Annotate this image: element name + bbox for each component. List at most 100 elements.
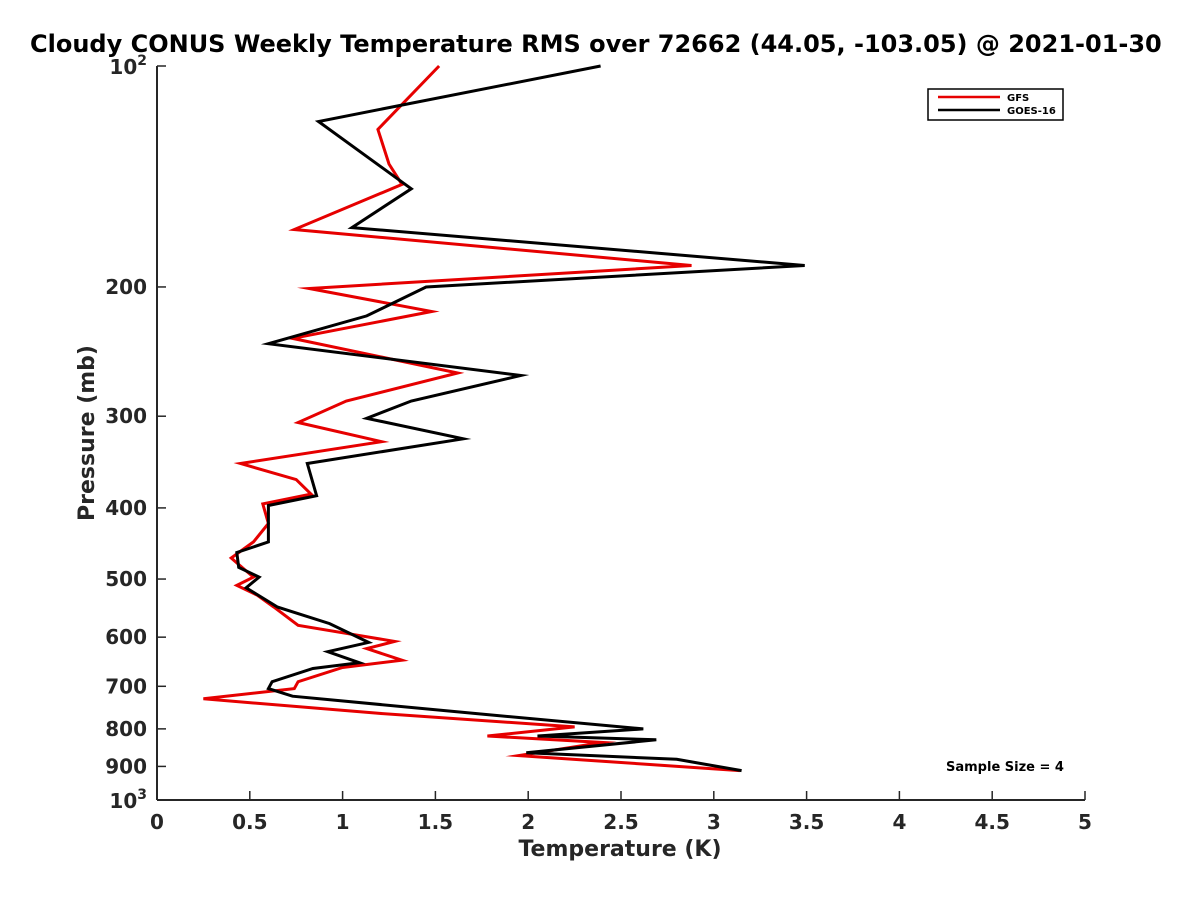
sample-size-annotation: Sample Size = 4	[946, 760, 1064, 775]
y-tick-label: 700	[105, 674, 147, 698]
data-point-goes-16	[367, 641, 370, 644]
data-point-gfs	[438, 65, 441, 68]
data-point-goes-16	[525, 751, 528, 754]
data-point-goes-16	[425, 285, 428, 288]
data-point-goes-16	[655, 738, 658, 741]
data-point-gfs	[345, 399, 348, 402]
legend-box	[927, 88, 1064, 121]
x-tick-label: 0.5	[232, 810, 267, 834]
data-point-gfs	[430, 310, 433, 313]
data-point-goes-16	[276, 606, 279, 609]
legend: GFS GOES-16	[927, 88, 1064, 121]
data-point-gfs	[393, 640, 396, 643]
data-point-goes-16	[267, 522, 270, 525]
data-point-goes-16	[477, 712, 480, 715]
data-point-goes-16	[267, 687, 270, 690]
data-point-goes-16	[271, 680, 274, 683]
data-point-goes-16	[317, 120, 320, 123]
data-point-gfs	[308, 287, 311, 290]
data-point-gfs	[202, 697, 205, 700]
data-point-goes-16	[267, 540, 270, 543]
data-point-gfs	[295, 478, 298, 481]
legend-label-goes16: GOES-16	[1007, 106, 1056, 117]
y-tick-label: 102	[109, 53, 147, 79]
x-tick-label: 0	[150, 810, 164, 834]
data-point-goes-16	[536, 734, 539, 737]
series-line-gfs	[203, 64, 740, 773]
data-point-goes-16	[326, 650, 329, 653]
y-tick-label: 400	[105, 496, 147, 520]
x-tick-label: 4.5	[974, 810, 1009, 834]
data-point-gfs	[517, 754, 520, 757]
data-point-goes-16	[291, 695, 294, 698]
data-point-gfs	[293, 687, 296, 690]
data-point-goes-16	[267, 504, 270, 507]
data-point-goes-16	[803, 264, 806, 267]
data-point-gfs	[341, 666, 344, 669]
x-tick-label: 1	[336, 810, 350, 834]
data-point-gfs	[400, 659, 403, 662]
y-tick-label: 200	[105, 275, 147, 299]
y-tick-label: 300	[105, 404, 147, 428]
data-point-gfs	[388, 163, 391, 166]
x-tick-label: 2	[521, 810, 535, 834]
data-point-goes-16	[675, 758, 678, 761]
x-tick-label: 4	[892, 810, 906, 834]
data-point-goes-16	[237, 566, 240, 569]
data-point-gfs	[456, 372, 459, 375]
data-point-gfs	[376, 128, 379, 131]
data-point-goes-16	[365, 314, 368, 317]
data-point-gfs	[252, 540, 255, 543]
axes-layer: 0 0.5 1 1.5 2 2.5 3 3.5 4 4.5 51022003004005006007…	[105, 53, 1092, 834]
y-tick-exponent: 2	[137, 53, 147, 69]
x-tick-label: 3	[707, 810, 721, 834]
y-tick-label: 900	[105, 754, 147, 778]
data-point-gfs	[380, 440, 383, 443]
x-tick-label: 1.5	[418, 810, 453, 834]
data-point-goes-16	[599, 65, 602, 68]
chart-title: Cloudy CONUS Weekly Temperature RMS over…	[30, 30, 1162, 58]
data-point-goes-16	[519, 374, 522, 377]
data-point-gfs	[573, 725, 576, 728]
series-layer	[202, 64, 806, 773]
data-point-goes-16	[245, 586, 248, 589]
data-point-goes-16	[235, 551, 238, 554]
data-point-goes-16	[365, 417, 368, 420]
x-tick-label: 2.5	[603, 810, 638, 834]
data-point-goes-16	[328, 622, 331, 625]
data-point-goes-16	[350, 226, 353, 229]
data-point-goes-16	[462, 437, 465, 440]
data-point-gfs	[261, 502, 264, 505]
x-axis-label: Temperature (K)	[518, 837, 721, 862]
y-tick-base: 10	[109, 789, 137, 813]
data-point-goes-16	[642, 727, 645, 730]
y-axis-label: Pressure (mb)	[75, 345, 100, 521]
data-point-goes-16	[410, 399, 413, 402]
data-point-gfs	[297, 624, 300, 627]
y-tick-label: 600	[105, 625, 147, 649]
data-point-gfs	[230, 556, 233, 559]
data-point-goes-16	[410, 187, 413, 190]
data-point-goes-16	[258, 576, 261, 579]
y-tick-label: 500	[105, 567, 147, 591]
data-point-gfs	[235, 584, 238, 587]
series-line-goes-16	[235, 64, 805, 773]
data-point-gfs	[239, 462, 242, 465]
data-point-gfs	[486, 734, 489, 737]
data-point-gfs	[690, 264, 693, 267]
data-point-gfs	[297, 421, 300, 424]
data-point-goes-16	[740, 769, 743, 772]
data-point-gfs	[293, 228, 296, 231]
data-point-goes-16	[306, 462, 309, 465]
data-point-gfs	[378, 712, 381, 715]
data-point-goes-16	[267, 342, 270, 345]
data-point-goes-16	[311, 667, 314, 670]
y-tick-base: 10	[109, 55, 137, 79]
legend-label-gfs: GFS	[1007, 93, 1029, 104]
y-tick-exponent: 3	[137, 787, 147, 803]
data-point-gfs	[365, 647, 368, 650]
x-tick-label: 5	[1078, 810, 1092, 834]
x-tick-label: 3.5	[789, 810, 824, 834]
